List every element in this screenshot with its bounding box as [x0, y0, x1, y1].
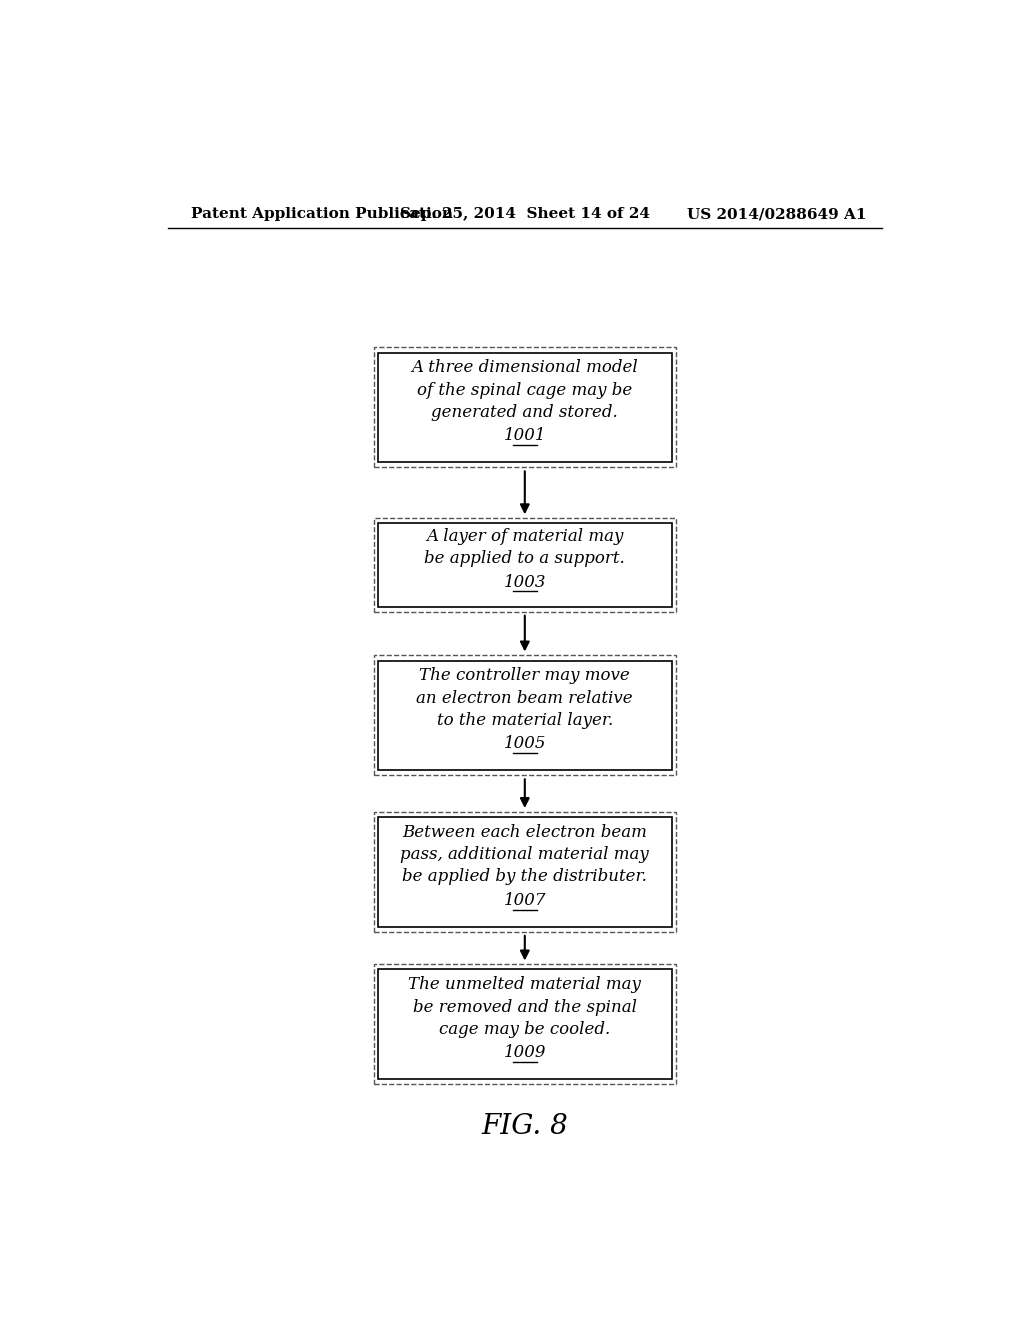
Text: US 2014/0288649 A1: US 2014/0288649 A1 — [686, 207, 866, 222]
Text: generated and stored.: generated and stored. — [431, 404, 618, 421]
Text: to the material layer.: to the material layer. — [436, 711, 613, 729]
Text: be applied to a support.: be applied to a support. — [424, 550, 626, 568]
Text: 1009: 1009 — [504, 1044, 546, 1061]
Text: an electron beam relative: an electron beam relative — [417, 689, 633, 706]
Text: 1005: 1005 — [504, 735, 546, 752]
Text: A three dimensional model: A three dimensional model — [412, 359, 638, 376]
Text: 1007: 1007 — [504, 892, 546, 909]
Bar — [378, 523, 672, 607]
Text: Patent Application Publication: Patent Application Publication — [191, 207, 454, 222]
Text: be applied by the distributer.: be applied by the distributer. — [402, 869, 647, 886]
Bar — [374, 656, 676, 775]
Bar — [378, 660, 672, 771]
Text: 1001: 1001 — [504, 428, 546, 445]
Text: pass, additional material may: pass, additional material may — [400, 846, 649, 863]
Bar — [378, 352, 672, 462]
Text: Sep. 25, 2014  Sheet 14 of 24: Sep. 25, 2014 Sheet 14 of 24 — [399, 207, 650, 222]
Text: The unmelted material may: The unmelted material may — [409, 977, 641, 993]
Bar — [374, 965, 676, 1084]
Text: 1003: 1003 — [504, 574, 546, 591]
Text: cage may be cooled.: cage may be cooled. — [439, 1020, 610, 1038]
Bar — [378, 817, 672, 927]
Text: Between each electron beam: Between each electron beam — [402, 824, 647, 841]
Text: The controller may move: The controller may move — [420, 667, 630, 684]
Bar — [378, 969, 672, 1080]
Text: A layer of material may: A layer of material may — [426, 528, 624, 545]
Text: of the spinal cage may be: of the spinal cage may be — [417, 381, 633, 399]
Text: FIG. 8: FIG. 8 — [481, 1113, 568, 1139]
Bar — [374, 812, 676, 932]
Bar — [374, 347, 676, 467]
Text: be removed and the spinal: be removed and the spinal — [413, 999, 637, 1015]
Bar — [374, 519, 676, 611]
